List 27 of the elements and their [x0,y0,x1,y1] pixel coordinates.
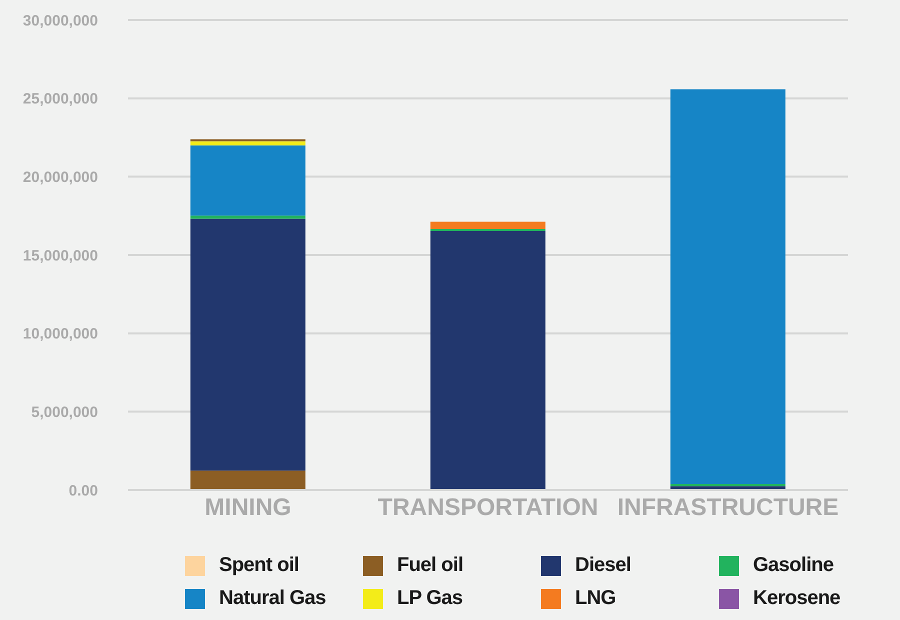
legend-label: Kerosene [753,587,840,610]
y-tick-label: 0.00 [68,482,98,500]
y-tick-label: 10,000,000 [22,326,98,343]
legend-label: Gasoline [753,554,834,577]
bar [430,222,546,229]
legend-label: Diesel [575,554,631,577]
x-tick-label: TRANSPORTATION [378,494,598,522]
y-tick-label: 5,000,000 [31,404,98,421]
y-tick-label: 30,000,000 [22,12,98,30]
bar [670,89,786,484]
legend-label: LNG [575,587,616,610]
y-tick-label: 20,000,000 [22,168,98,186]
bar [190,470,306,490]
legend-label: Spent oil [219,554,299,577]
legend-label: Natural Gas [219,587,326,610]
bar [190,216,306,219]
legend-label: LP Gas [397,587,463,610]
legend-label: Fuel oil [397,554,463,577]
x-tick-label: MINING [204,494,292,522]
x-tick-label: INFRASTRUCTURE [617,494,839,522]
bar [190,218,306,471]
y-tick-label: 15,000,000 [22,247,98,264]
bar [190,145,306,216]
y-tick-label: 25,000,000 [22,90,98,108]
bar [190,141,306,146]
bar [430,228,546,232]
bar [430,231,546,490]
